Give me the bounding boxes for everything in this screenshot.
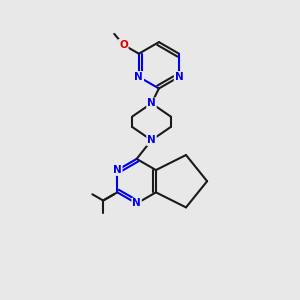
Text: N: N bbox=[147, 135, 156, 145]
Text: O: O bbox=[119, 40, 128, 50]
Text: N: N bbox=[175, 72, 183, 82]
Text: N: N bbox=[147, 98, 156, 108]
Text: N: N bbox=[134, 72, 143, 82]
Text: N: N bbox=[113, 165, 122, 175]
Text: N: N bbox=[132, 199, 141, 208]
